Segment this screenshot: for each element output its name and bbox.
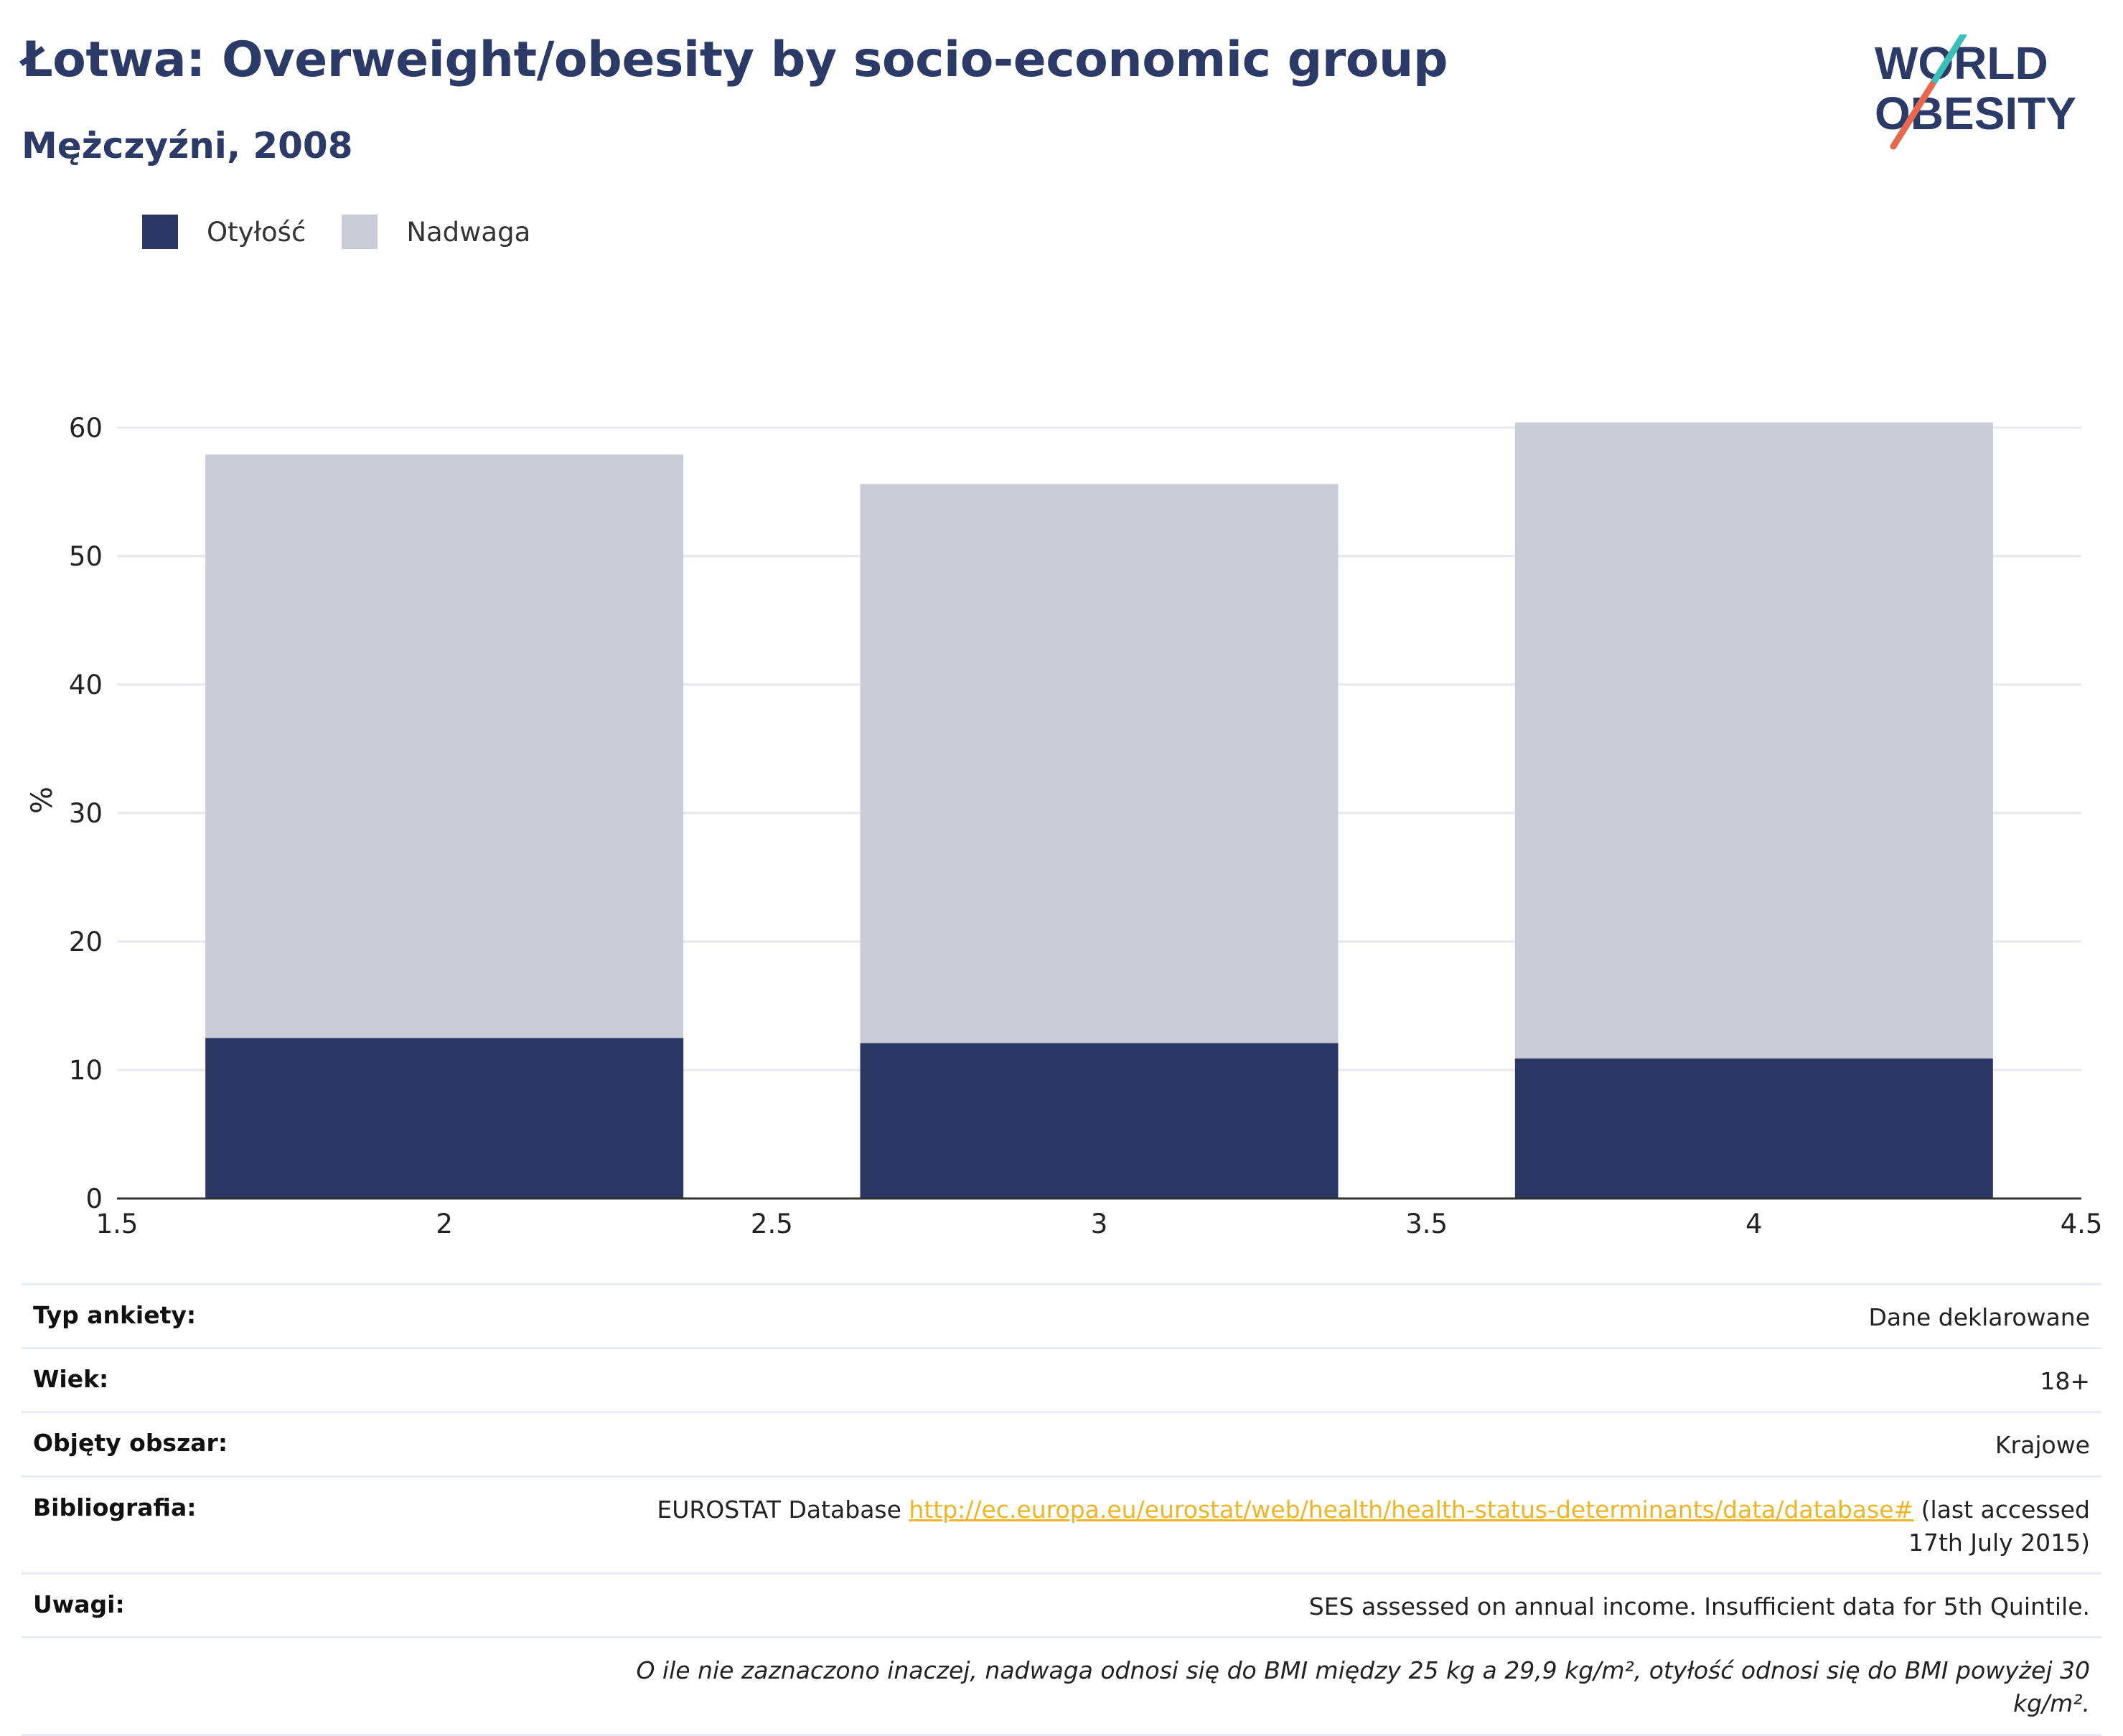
legend-item-overweight[interactable]: Nadwaga — [342, 215, 530, 249]
info-value: EUROSTAT Database http://ec.europa.eu/eu… — [597, 1493, 2090, 1559]
chart-legend: Otyłość Nadwaga — [142, 214, 566, 250]
x-tick-label: 2.5 — [751, 1209, 793, 1239]
y-tick-label: 10 — [69, 1055, 103, 1086]
info-row-age: Wiek: 18+ — [22, 1347, 2101, 1411]
bibliography-link[interactable]: http://ec.europa.eu/eurostat/web/health/… — [909, 1495, 1914, 1524]
x-tick-label: 3.5 — [1405, 1209, 1448, 1239]
legend-swatch-obesity — [142, 215, 178, 249]
bar-obesity — [860, 1043, 1339, 1198]
info-label: Wiek: — [33, 1365, 109, 1394]
y-tick-label: 0 — [85, 1183, 103, 1214]
logo-line-2: OBESITY — [1875, 88, 2076, 139]
y-tick-label: 20 — [69, 926, 103, 957]
y-tick-label: 40 — [69, 670, 103, 700]
legend-item-obesity[interactable]: Otyłość — [142, 215, 306, 249]
info-row-bibliography: Bibliografia: EUROSTAT Database http://e… — [22, 1475, 2101, 1572]
info-value: 18+ — [2040, 1367, 2090, 1396]
y-tick-label: 50 — [69, 541, 103, 572]
info-label: Bibliografia: — [33, 1493, 197, 1521]
logo-slash-top — [1928, 34, 1967, 88]
page-subtitle: Mężczyźni, 2008 — [22, 125, 353, 166]
info-row-coverage: Objęty obszar: Krajowe — [22, 1411, 2101, 1475]
legend-label-obesity: Otyłość — [207, 216, 306, 248]
bar-overweight — [860, 484, 1339, 1043]
logo-slash-bottom — [1890, 81, 1936, 150]
info-row-definition: O ile nie zaznaczono inaczej, nadwaga od… — [22, 1636, 2101, 1736]
survey-info-table: Typ ankiety: Dane deklarowane Wiek: 18+ … — [22, 1283, 2101, 1736]
info-value: Dane deklarowane — [1868, 1303, 2090, 1331]
info-label: Objęty obszar: — [33, 1429, 228, 1458]
bibliography-suffix: (last accessed 17th July 2015) — [1908, 1495, 2090, 1557]
world-obesity-logo: WORLD OBESITY — [1875, 34, 2076, 150]
legend-label-overweight: Nadwaga — [406, 216, 531, 248]
info-label: Uwagi: — [33, 1590, 125, 1618]
bar-overweight — [205, 454, 684, 1038]
bibliography-prefix: EUROSTAT Database — [657, 1495, 909, 1524]
x-tick-label: 2 — [436, 1209, 453, 1239]
bar-obesity — [205, 1038, 684, 1198]
info-label: Typ ankiety: — [33, 1301, 197, 1329]
x-tick-label: 3 — [1091, 1209, 1108, 1239]
x-tick-label: 1.5 — [96, 1209, 139, 1239]
info-value: Krajowe — [1995, 1431, 2090, 1460]
stacked-bar-chart: 0 10 20 30 40 50 60 1.5 2 2.5 3 3.5 4 4.5% — [26, 413, 2103, 1239]
info-value: SES assessed on annual income. Insuffici… — [1308, 1592, 2090, 1620]
legend-swatch-overweight — [342, 215, 378, 249]
x-tick-label: 4.5 — [2061, 1209, 2103, 1239]
y-axis-label: % — [26, 787, 59, 814]
y-tick-label: 30 — [69, 798, 103, 829]
x-tick-label: 4 — [1745, 1209, 1763, 1239]
page-title: Łotwa: Overweight/obesity by socio-econo… — [22, 32, 1448, 88]
bar-overweight — [1514, 422, 1993, 1059]
bmi-definition-note: O ile nie zaznaczono inaczej, nadwaga od… — [636, 1656, 2090, 1718]
logo-line-1: WORLD — [1875, 37, 2048, 89]
y-tick-label: 60 — [69, 413, 103, 444]
bar-obesity — [1514, 1058, 1993, 1198]
info-row-survey-type: Typ ankiety: Dane deklarowane — [22, 1283, 2101, 1347]
info-row-notes: Uwagi: SES assessed on annual income. In… — [22, 1572, 2101, 1636]
